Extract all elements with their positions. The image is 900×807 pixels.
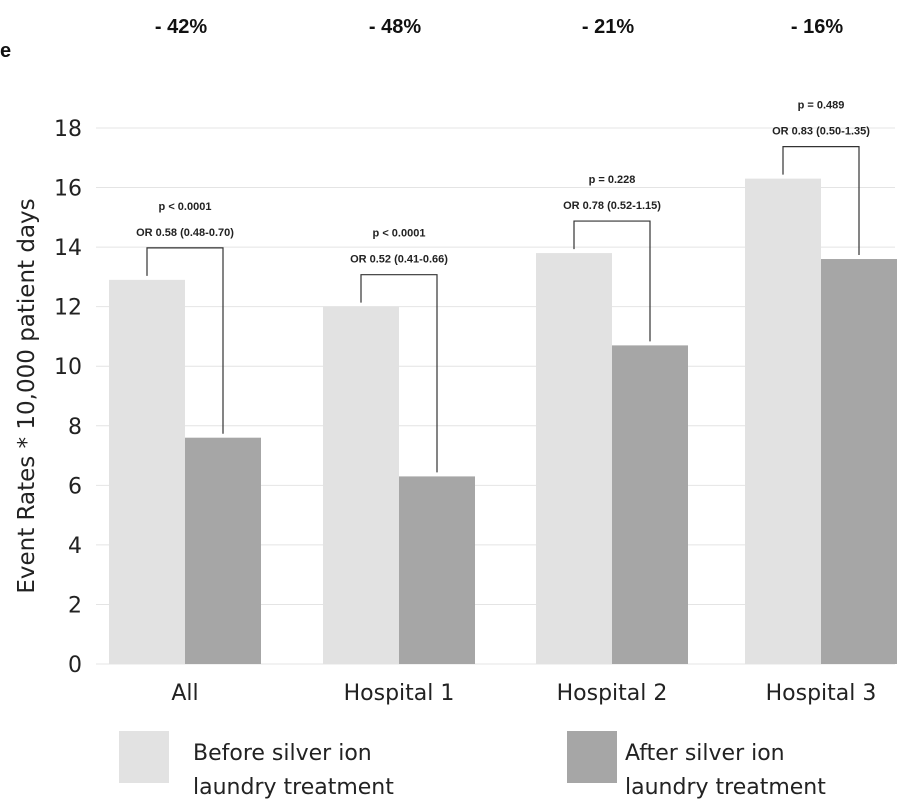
bar-after — [821, 259, 897, 664]
significance-bracket — [360, 274, 438, 473]
y-tick-label: 2 — [68, 593, 82, 618]
percent-change-label: - 42% — [155, 16, 207, 38]
bar-after — [399, 476, 475, 664]
bar-before — [109, 279, 185, 664]
bar-after — [185, 437, 261, 664]
y-tick-label: 18 — [54, 117, 82, 142]
bar-before — [745, 178, 821, 664]
y-tick-label: 6 — [68, 474, 82, 499]
legend-label: laundry treatment — [625, 775, 826, 800]
percent-change-label: - 21% — [582, 16, 634, 38]
bar-after — [612, 345, 688, 664]
x-tick-label: All — [171, 681, 198, 706]
y-axis-title: Event Rates * 10,000 patient days — [14, 198, 40, 593]
legend-label: laundry treatment — [193, 775, 394, 800]
p-value-annotation: p < 0.0001 — [373, 228, 426, 240]
cropped-text: e — [0, 40, 11, 62]
legend-label: After silver ion — [625, 741, 785, 766]
p-value-annotation: p = 0.228 — [589, 174, 636, 186]
y-tick-label: 16 — [54, 177, 82, 202]
y-tick-label: 12 — [54, 296, 82, 321]
significance-bracket — [146, 247, 224, 434]
bar-before — [323, 306, 399, 664]
y-tick-label: 14 — [54, 236, 82, 261]
or-annotation: OR 0.78 (0.52-1.15) — [563, 200, 661, 212]
or-annotation: OR 0.52 (0.41-0.66) — [350, 254, 448, 266]
legend-swatch — [119, 731, 169, 783]
percent-change-label: - 16% — [791, 16, 843, 38]
bar-before — [536, 253, 612, 665]
y-tick-label: 0 — [68, 653, 82, 678]
p-value-annotation: p < 0.0001 — [159, 201, 212, 213]
percent-change-label: - 48% — [369, 16, 421, 38]
legend-swatch — [567, 731, 617, 783]
p-value-annotation: p = 0.489 — [798, 100, 845, 112]
y-tick-label: 4 — [68, 534, 82, 559]
or-annotation: OR 0.58 (0.48-0.70) — [136, 227, 234, 239]
x-tick-label: Hospital 1 — [344, 681, 455, 706]
y-tick-label: 8 — [68, 415, 82, 440]
legend-label: Before silver ion — [193, 741, 372, 766]
significance-bracket — [782, 146, 860, 256]
or-annotation: OR 0.83 (0.50-1.35) — [772, 126, 870, 138]
significance-bracket — [573, 220, 651, 342]
x-tick-label: Hospital 3 — [766, 681, 877, 706]
x-tick-label: Hospital 2 — [557, 681, 668, 706]
y-tick-label: 10 — [54, 355, 82, 380]
